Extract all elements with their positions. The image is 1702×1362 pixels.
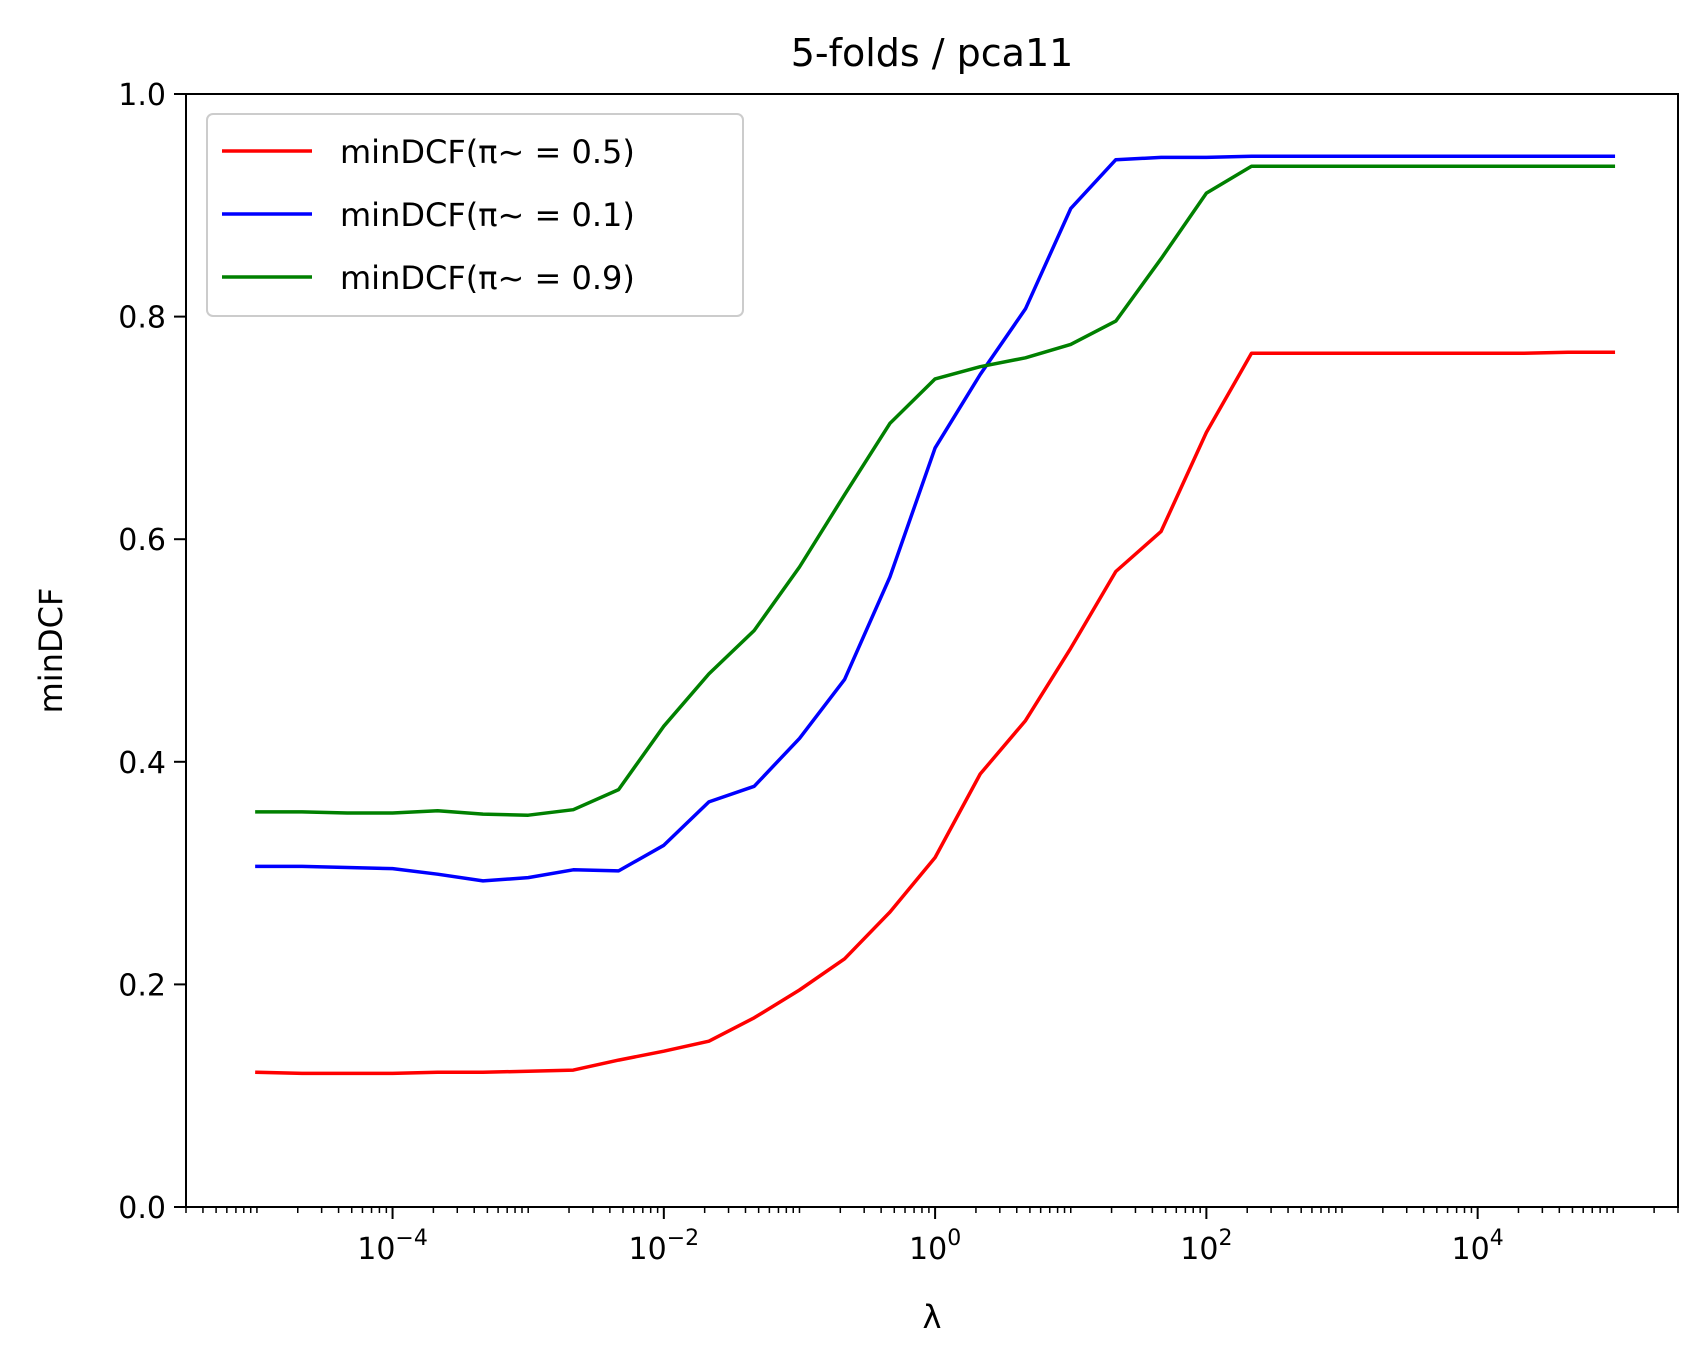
x-tick-label: 10−2 (629, 1226, 700, 1267)
x-tick-label: 100 (909, 1226, 961, 1267)
legend: minDCF(π~ = 0.5) minDCF(π~ = 0.1) minDCF(π… (206, 113, 744, 317)
plot-frame (185, 93, 1679, 1208)
y-tick-label: 0.0 (118, 1191, 166, 1226)
y-tick-label: 0.4 (118, 746, 166, 781)
x-tick-label-exponent: −4 (395, 1226, 427, 1251)
legend-box (206, 113, 744, 317)
y-axis: 0.0 0.2 0.4 0.6 0.8 1.0 (118, 78, 186, 1226)
legend-label-1: minDCF(π~ = 0.5) (340, 133, 635, 171)
y-tick-label: 0.6 (118, 523, 166, 558)
legend-label-3: minDCF(π~ = 0.9) (340, 259, 635, 297)
series-line-3 (255, 164, 1616, 817)
legend-label-2: minDCF(π~ = 0.1) (340, 196, 635, 234)
x-tick-label: 102 (1180, 1226, 1232, 1267)
series-line-1 (255, 350, 1616, 1076)
x-tick-label-base: 10 (357, 1232, 395, 1267)
x-tick-label-exponent: 0 (947, 1226, 961, 1251)
x-tick-label-exponent: 2 (1218, 1226, 1232, 1251)
x-tick-label: 104 (1452, 1226, 1504, 1267)
series-line-2 (255, 154, 1616, 883)
y-tick-label: 1.0 (118, 78, 166, 113)
x-tick-label-base: 10 (629, 1232, 667, 1267)
y-tick-label: 0.2 (118, 968, 166, 1003)
x-tick-label-base: 10 (1180, 1232, 1218, 1267)
x-axis: 10−4 10−2 100 102 104 (185, 1207, 1679, 1267)
x-tick-label: 10−4 (357, 1226, 428, 1267)
y-tick-label: 0.8 (118, 301, 166, 336)
series-layer (255, 154, 1616, 1076)
y-axis-label: minDCF (32, 588, 70, 714)
chart-title: 5-folds / pca11 (791, 31, 1074, 75)
plot-area (185, 93, 1679, 1208)
x-tick-label-base: 10 (1452, 1232, 1490, 1267)
x-tick-label-exponent: −2 (667, 1226, 699, 1251)
x-tick-label-base: 10 (909, 1232, 947, 1267)
x-tick-label-exponent: 4 (1490, 1226, 1504, 1251)
x-axis-label: λ (923, 1298, 942, 1336)
